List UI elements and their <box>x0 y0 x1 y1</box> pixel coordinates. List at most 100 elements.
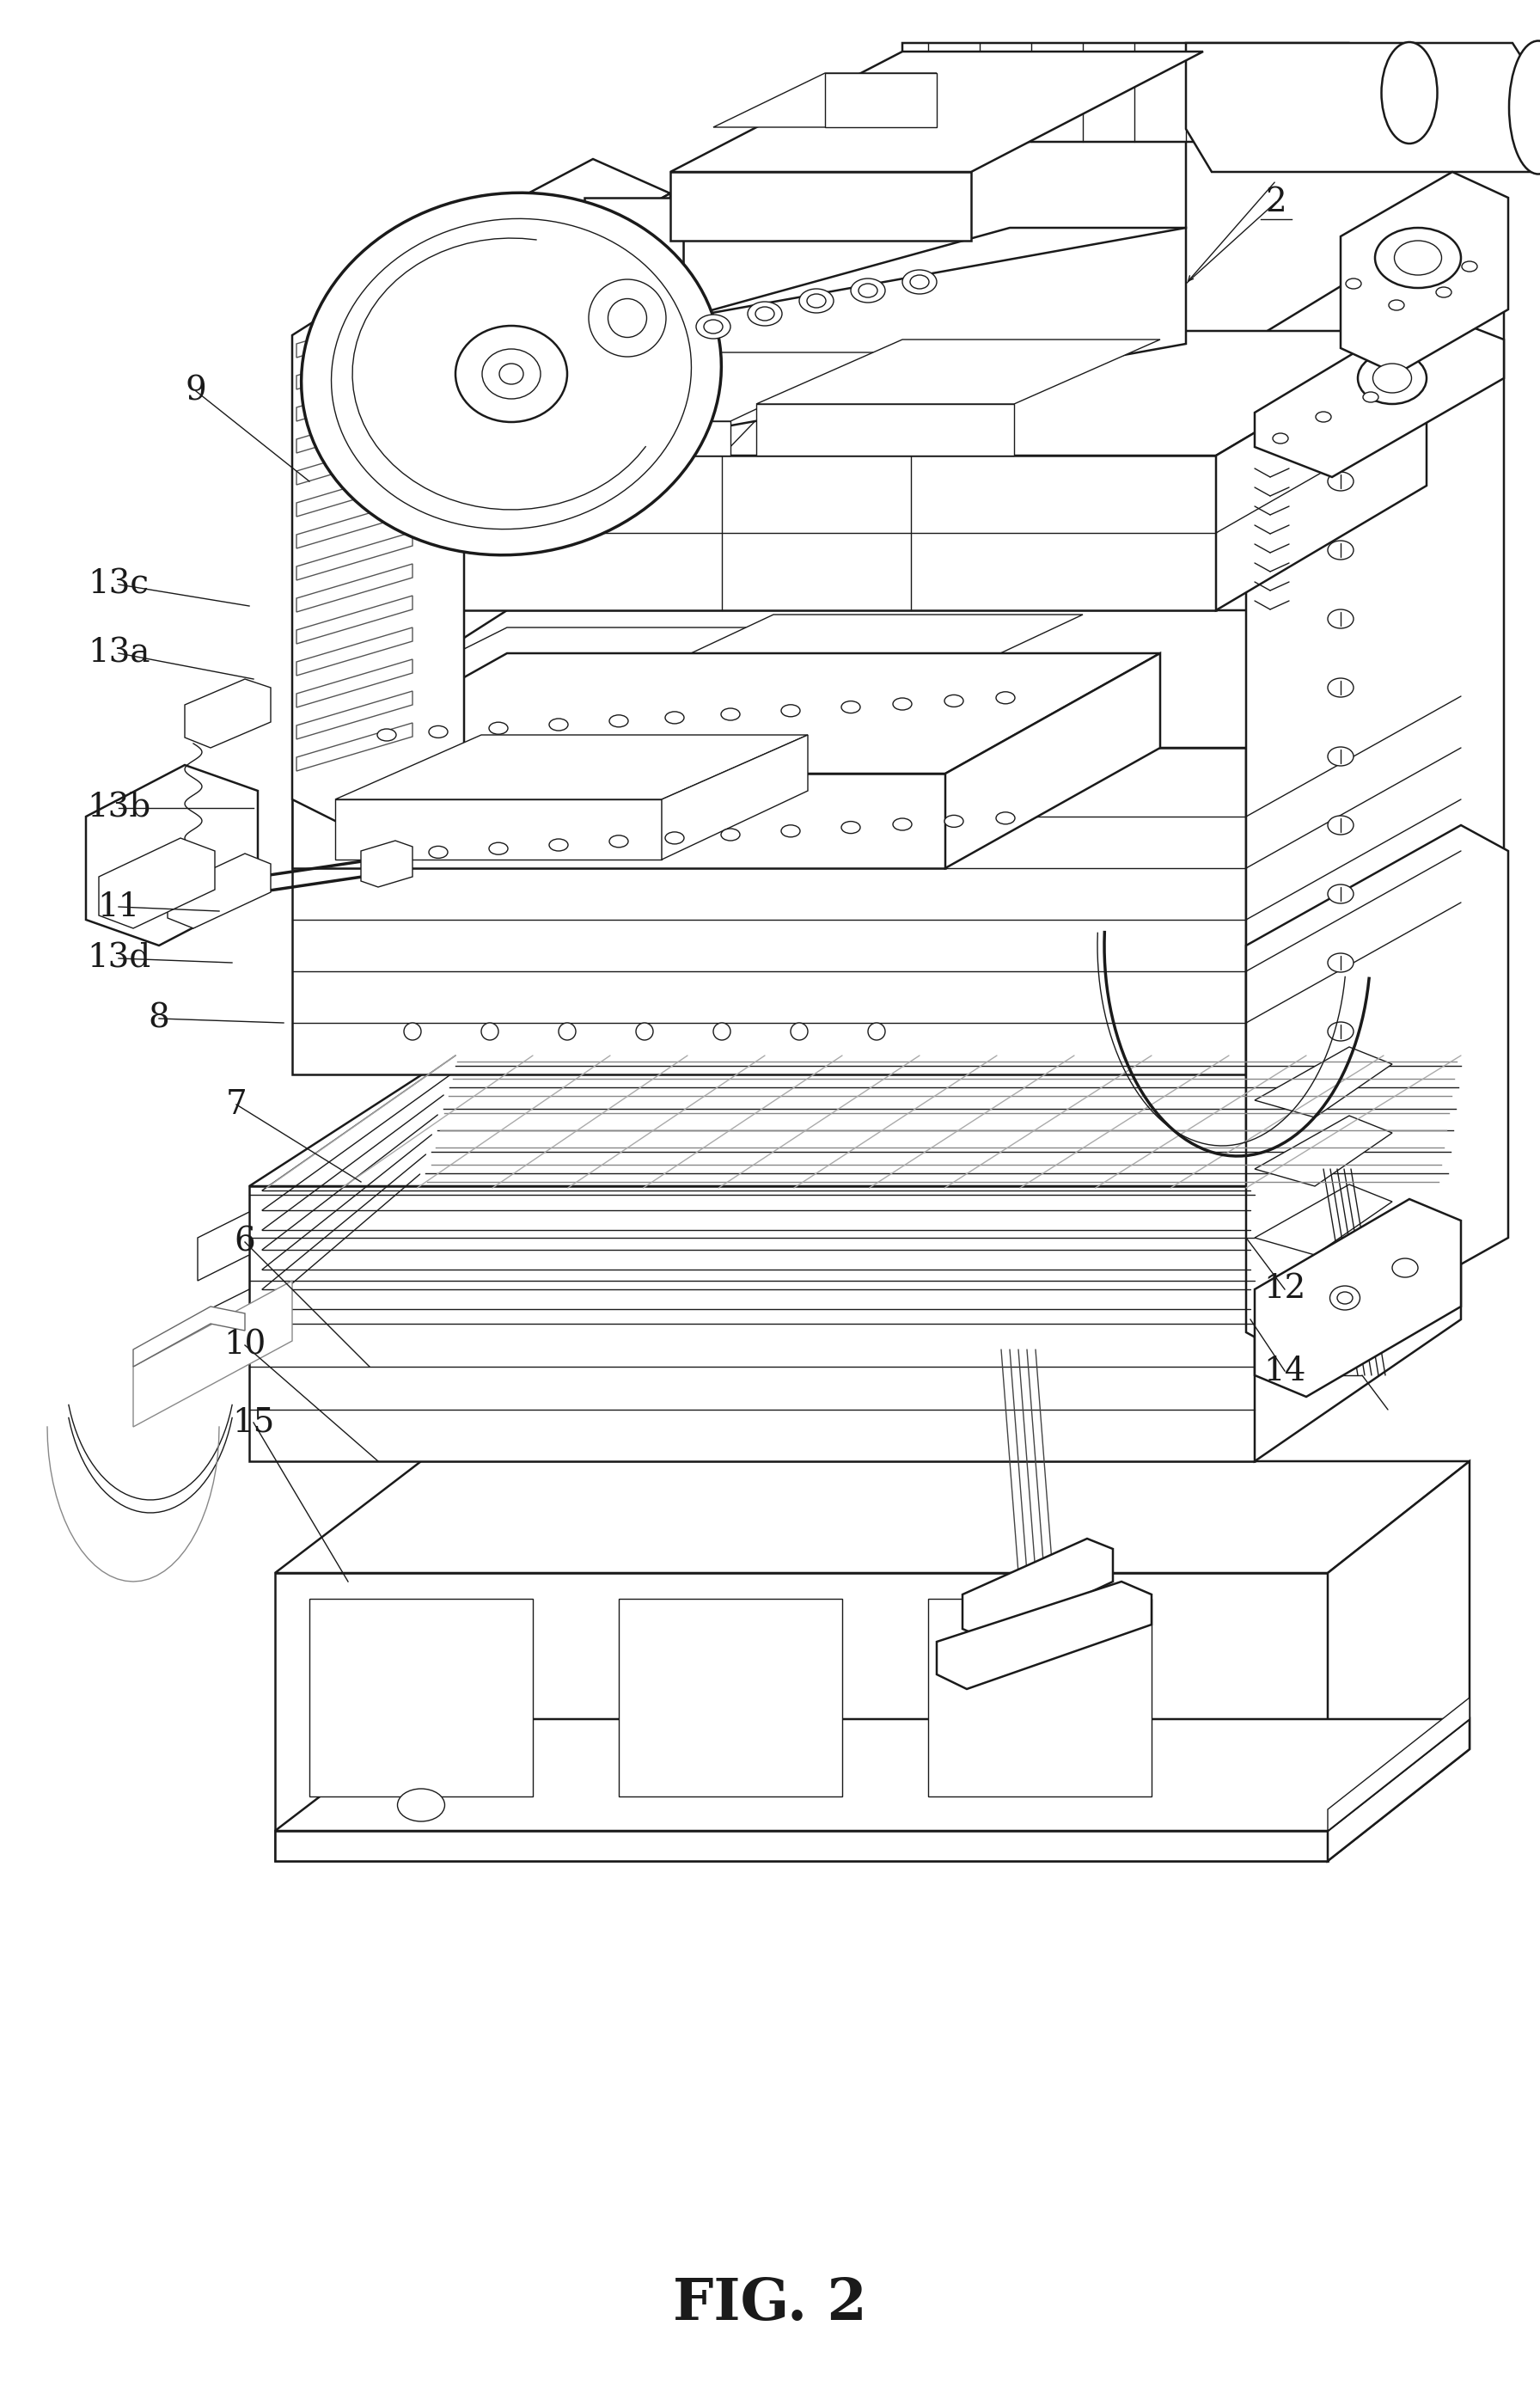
Ellipse shape <box>1392 1259 1418 1278</box>
Ellipse shape <box>807 294 825 309</box>
Polygon shape <box>1327 1718 1469 1862</box>
Ellipse shape <box>665 833 684 845</box>
Ellipse shape <box>850 278 885 302</box>
Polygon shape <box>1341 172 1508 373</box>
Polygon shape <box>670 53 1203 172</box>
Polygon shape <box>297 342 413 390</box>
Polygon shape <box>297 436 413 486</box>
Ellipse shape <box>704 321 722 333</box>
Ellipse shape <box>1337 1292 1352 1304</box>
Polygon shape <box>336 735 809 799</box>
Ellipse shape <box>377 850 396 861</box>
Polygon shape <box>297 565 413 613</box>
Ellipse shape <box>428 725 448 737</box>
Ellipse shape <box>302 194 721 555</box>
Polygon shape <box>1246 826 1508 1359</box>
Polygon shape <box>297 531 413 579</box>
Ellipse shape <box>482 1022 499 1041</box>
Polygon shape <box>456 421 730 455</box>
Ellipse shape <box>1327 677 1354 696</box>
Polygon shape <box>197 1211 249 1280</box>
Text: 11: 11 <box>97 890 140 924</box>
Ellipse shape <box>1327 816 1354 835</box>
Ellipse shape <box>1327 885 1354 905</box>
Polygon shape <box>1327 1697 1469 1831</box>
Polygon shape <box>86 766 257 945</box>
Ellipse shape <box>608 299 647 337</box>
Text: 12: 12 <box>1263 1273 1306 1304</box>
Polygon shape <box>1217 330 1426 610</box>
Ellipse shape <box>1315 412 1331 421</box>
Polygon shape <box>370 627 747 696</box>
Ellipse shape <box>428 847 448 859</box>
Polygon shape <box>374 158 670 313</box>
Polygon shape <box>132 1307 245 1366</box>
Polygon shape <box>456 352 876 421</box>
Polygon shape <box>1255 309 1505 476</box>
Polygon shape <box>946 653 1160 869</box>
Ellipse shape <box>721 828 739 840</box>
Polygon shape <box>293 747 1246 1074</box>
Text: 13c: 13c <box>88 570 149 601</box>
Polygon shape <box>336 799 662 859</box>
Ellipse shape <box>1327 952 1354 972</box>
Polygon shape <box>297 469 413 517</box>
Ellipse shape <box>1327 471 1354 491</box>
Polygon shape <box>297 373 413 421</box>
Ellipse shape <box>610 716 628 727</box>
Ellipse shape <box>996 692 1015 704</box>
Polygon shape <box>619 1599 842 1797</box>
Polygon shape <box>310 1599 533 1797</box>
Polygon shape <box>360 840 413 888</box>
Ellipse shape <box>1327 402 1354 421</box>
Text: 8: 8 <box>148 1003 169 1034</box>
Text: 13b: 13b <box>86 792 151 823</box>
Text: 2: 2 <box>1266 187 1287 218</box>
Ellipse shape <box>550 718 568 730</box>
Ellipse shape <box>1394 242 1441 275</box>
Text: 7: 7 <box>226 1089 246 1120</box>
Polygon shape <box>197 1290 249 1359</box>
Ellipse shape <box>781 826 801 838</box>
Polygon shape <box>99 838 216 928</box>
Polygon shape <box>297 723 413 771</box>
Polygon shape <box>293 653 1160 773</box>
Polygon shape <box>374 455 1217 610</box>
Polygon shape <box>132 1280 293 1426</box>
Polygon shape <box>276 1572 1327 1862</box>
Polygon shape <box>447 194 670 476</box>
Polygon shape <box>297 596 413 644</box>
Ellipse shape <box>1327 610 1354 629</box>
Ellipse shape <box>858 285 878 297</box>
Ellipse shape <box>841 701 861 713</box>
Polygon shape <box>374 330 1426 455</box>
Polygon shape <box>297 404 413 452</box>
Ellipse shape <box>490 723 508 735</box>
Polygon shape <box>713 74 936 127</box>
Ellipse shape <box>721 708 739 720</box>
Ellipse shape <box>499 364 524 385</box>
Ellipse shape <box>403 1022 420 1041</box>
Ellipse shape <box>331 218 691 529</box>
Polygon shape <box>1246 223 1505 1170</box>
Polygon shape <box>276 1462 1469 1572</box>
Polygon shape <box>293 254 464 821</box>
Ellipse shape <box>610 835 628 847</box>
Polygon shape <box>825 74 936 127</box>
Ellipse shape <box>1346 278 1361 290</box>
Text: 13a: 13a <box>88 637 149 670</box>
Polygon shape <box>297 500 413 548</box>
Ellipse shape <box>713 1022 730 1041</box>
Polygon shape <box>1255 1115 1392 1187</box>
Text: 15: 15 <box>233 1407 274 1438</box>
Polygon shape <box>929 1599 1152 1797</box>
Ellipse shape <box>588 280 665 357</box>
Ellipse shape <box>1331 1285 1360 1309</box>
Ellipse shape <box>1327 1022 1354 1041</box>
Polygon shape <box>297 692 413 739</box>
Polygon shape <box>1246 610 1461 1074</box>
Polygon shape <box>756 404 1013 455</box>
Ellipse shape <box>1381 43 1437 144</box>
Ellipse shape <box>1372 364 1412 392</box>
Ellipse shape <box>1358 352 1426 404</box>
